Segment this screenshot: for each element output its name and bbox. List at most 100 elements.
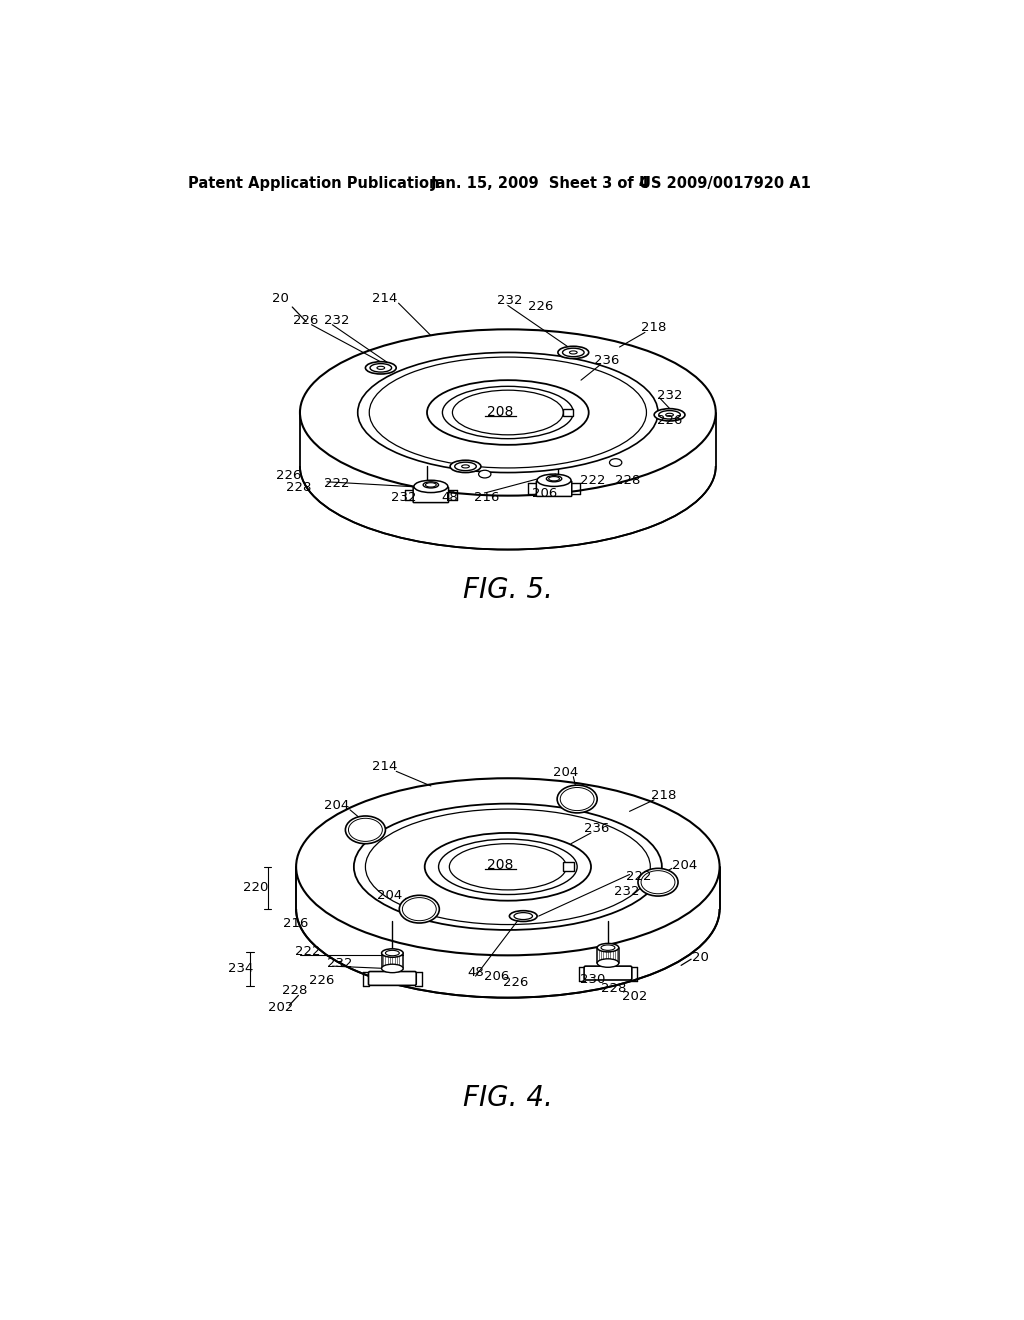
Ellipse shape xyxy=(345,816,385,843)
Text: 206: 206 xyxy=(484,970,510,982)
Text: 202: 202 xyxy=(623,990,647,1003)
Ellipse shape xyxy=(478,470,490,478)
Ellipse shape xyxy=(562,348,584,356)
Text: 216: 216 xyxy=(283,916,308,929)
Ellipse shape xyxy=(296,821,720,998)
Text: 202: 202 xyxy=(268,1001,294,1014)
Text: 232: 232 xyxy=(325,314,349,326)
Ellipse shape xyxy=(641,871,675,894)
Text: 214: 214 xyxy=(372,292,397,305)
Text: 226: 226 xyxy=(309,974,334,987)
Ellipse shape xyxy=(442,387,573,438)
Ellipse shape xyxy=(382,964,403,973)
Text: US 2009/0017920 A1: US 2009/0017920 A1 xyxy=(639,177,811,191)
Ellipse shape xyxy=(514,912,532,920)
Ellipse shape xyxy=(425,833,591,900)
Ellipse shape xyxy=(296,779,720,956)
Text: 222: 222 xyxy=(295,945,321,958)
Ellipse shape xyxy=(300,330,716,495)
Ellipse shape xyxy=(509,911,538,921)
Ellipse shape xyxy=(451,461,481,473)
Text: 226: 226 xyxy=(275,469,301,482)
Bar xyxy=(563,862,574,871)
Text: 204: 204 xyxy=(673,859,697,871)
Text: 20: 20 xyxy=(692,952,709,964)
FancyBboxPatch shape xyxy=(413,487,449,503)
Ellipse shape xyxy=(549,477,559,480)
Ellipse shape xyxy=(425,483,436,487)
Ellipse shape xyxy=(414,480,447,492)
Text: 48: 48 xyxy=(467,966,484,979)
Ellipse shape xyxy=(370,358,646,467)
Ellipse shape xyxy=(597,958,618,968)
Ellipse shape xyxy=(402,898,436,921)
Ellipse shape xyxy=(666,413,674,416)
Text: 230: 230 xyxy=(580,973,605,986)
FancyBboxPatch shape xyxy=(584,966,632,979)
Text: 232: 232 xyxy=(497,294,522,308)
Ellipse shape xyxy=(423,482,438,488)
Bar xyxy=(562,409,573,416)
Text: FIG. 4.: FIG. 4. xyxy=(463,1084,553,1111)
Ellipse shape xyxy=(354,804,662,929)
Text: 208: 208 xyxy=(487,405,513,420)
Ellipse shape xyxy=(300,383,716,549)
Text: 226: 226 xyxy=(503,975,528,989)
Bar xyxy=(292,817,724,909)
Text: 220: 220 xyxy=(244,882,268,895)
Text: 234: 234 xyxy=(228,962,253,975)
Text: Jan. 15, 2009  Sheet 3 of 4: Jan. 15, 2009 Sheet 3 of 4 xyxy=(431,177,650,191)
Text: 204: 204 xyxy=(324,799,349,812)
Ellipse shape xyxy=(438,840,578,895)
Text: 232: 232 xyxy=(328,957,352,970)
Text: 214: 214 xyxy=(372,760,397,774)
Text: 236: 236 xyxy=(584,822,609,834)
Text: Patent Application Publication: Patent Application Publication xyxy=(188,177,440,191)
Text: FIG. 5.: FIG. 5. xyxy=(463,576,553,603)
Ellipse shape xyxy=(366,362,396,374)
Ellipse shape xyxy=(547,475,562,482)
Ellipse shape xyxy=(450,843,566,890)
Text: 222: 222 xyxy=(626,870,651,883)
Ellipse shape xyxy=(560,788,594,810)
Ellipse shape xyxy=(348,818,382,841)
Text: 218: 218 xyxy=(641,321,667,334)
Text: 208: 208 xyxy=(487,858,513,873)
Ellipse shape xyxy=(538,474,571,486)
Text: 228: 228 xyxy=(286,480,311,494)
Ellipse shape xyxy=(455,462,476,471)
FancyBboxPatch shape xyxy=(537,480,571,496)
Ellipse shape xyxy=(597,944,618,952)
Ellipse shape xyxy=(462,465,469,469)
Ellipse shape xyxy=(557,785,597,813)
Ellipse shape xyxy=(658,411,680,418)
Ellipse shape xyxy=(609,459,622,466)
Ellipse shape xyxy=(399,895,439,923)
Text: 48: 48 xyxy=(441,491,459,504)
Text: 20: 20 xyxy=(272,292,289,305)
Bar xyxy=(296,376,720,466)
Text: 228: 228 xyxy=(282,985,307,998)
Text: 232: 232 xyxy=(391,491,417,504)
Ellipse shape xyxy=(370,363,391,372)
Text: 226: 226 xyxy=(656,413,682,426)
Ellipse shape xyxy=(382,949,403,957)
Text: 216: 216 xyxy=(474,491,499,504)
Ellipse shape xyxy=(654,409,685,421)
Ellipse shape xyxy=(427,380,589,445)
Text: 236: 236 xyxy=(594,354,620,367)
Text: 228: 228 xyxy=(601,982,627,995)
Text: 222: 222 xyxy=(580,474,605,487)
FancyBboxPatch shape xyxy=(369,972,416,985)
Text: 206: 206 xyxy=(532,487,557,500)
Text: 226: 226 xyxy=(294,314,318,326)
Text: 226: 226 xyxy=(527,300,553,313)
Ellipse shape xyxy=(558,346,589,359)
Ellipse shape xyxy=(453,391,563,434)
Text: 232: 232 xyxy=(614,884,640,898)
Ellipse shape xyxy=(377,367,385,370)
Text: 204: 204 xyxy=(553,766,579,779)
Text: 204: 204 xyxy=(378,888,402,902)
Ellipse shape xyxy=(638,869,678,896)
Text: 222: 222 xyxy=(325,477,349,490)
